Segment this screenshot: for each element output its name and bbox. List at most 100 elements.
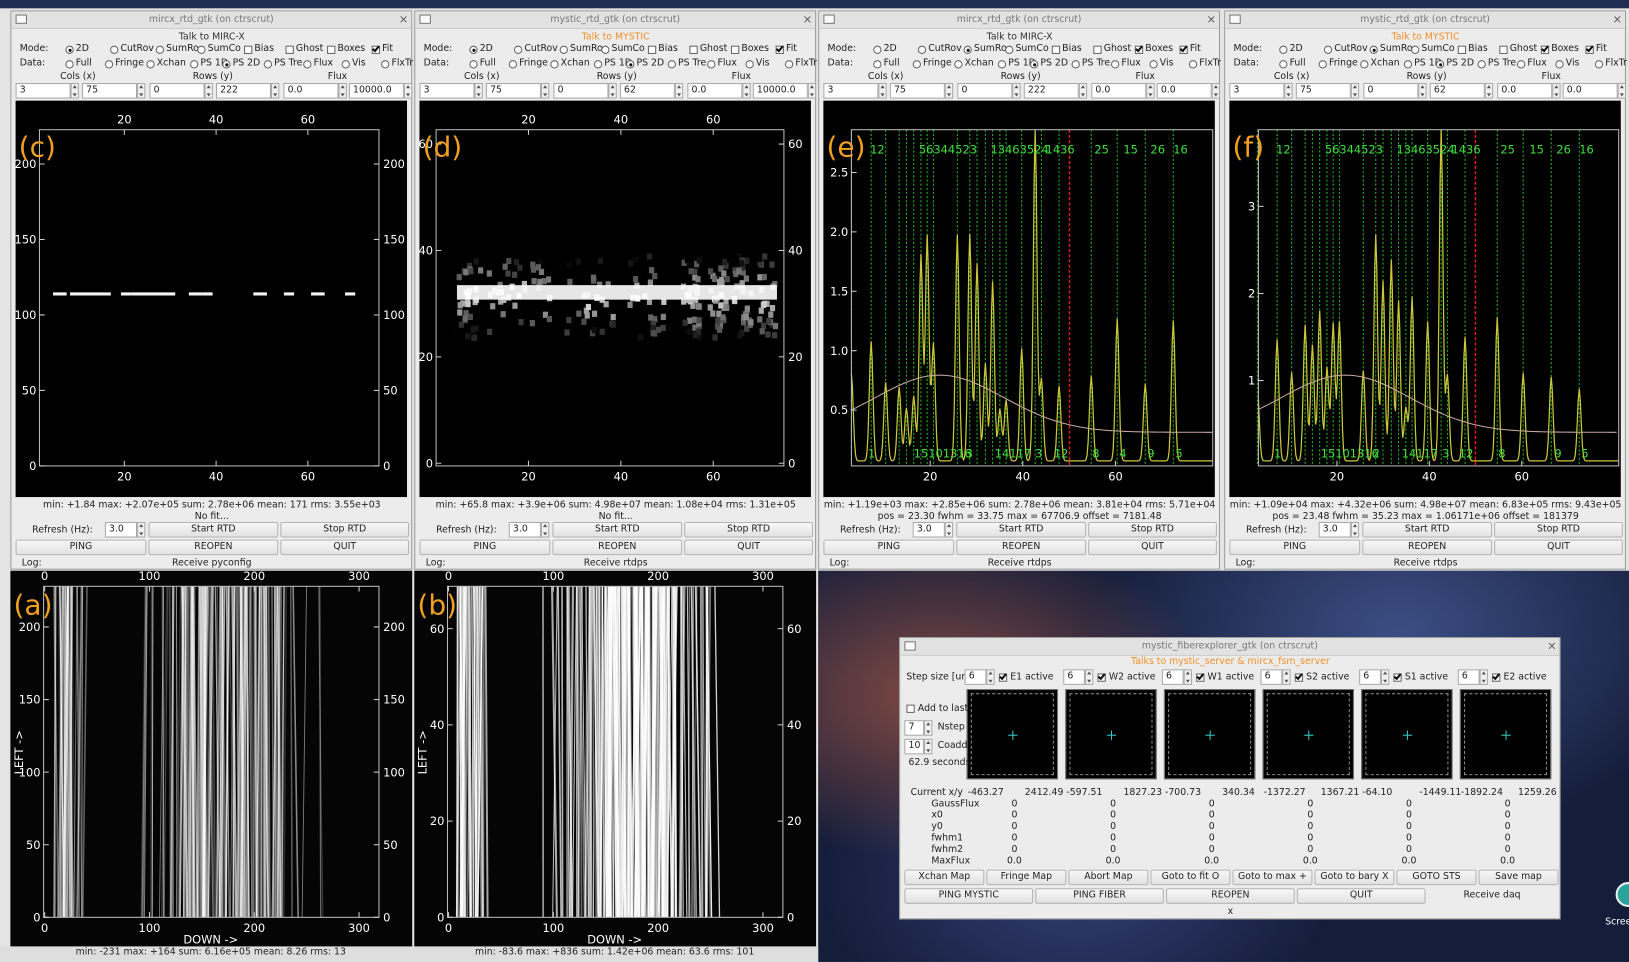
field-input[interactable]: 0.0 [1091,83,1146,99]
field-input[interactable]: 0.0 [1157,83,1212,99]
fiber-button[interactable]: PING FIBER [1035,888,1164,904]
spin-button[interactable] [1351,83,1359,99]
refresh-input[interactable]: 3.0 [1319,522,1351,538]
stop-button[interactable]: Stop RTD [684,522,813,538]
radio-button[interactable] [913,60,921,68]
checkbox[interactable] [286,46,294,54]
radio-button[interactable] [1111,60,1119,68]
radio-button[interactable] [954,60,962,68]
spin-button[interactable] [986,669,994,685]
field-input[interactable]: 10000.0 [349,83,404,99]
checkbox[interactable] [1295,673,1303,681]
close-button[interactable]: × [1612,12,1622,25]
radio-button[interactable] [1436,60,1444,68]
radio-button[interactable] [1370,46,1378,54]
radio-button[interactable] [190,60,198,68]
field-input[interactable]: 0 [957,83,1012,99]
step-input[interactable]: 6 [1063,669,1085,685]
field-input[interactable]: 0.0 [687,83,742,99]
field-input[interactable]: 222 [216,83,271,99]
checkbox[interactable] [327,46,335,54]
step-input[interactable]: 6 [1359,669,1381,685]
spin-button[interactable] [1284,83,1292,99]
nstep-input[interactable]: 7 [904,720,924,736]
field-input[interactable]: 75 [890,83,945,99]
start-button[interactable]: Start RTD [148,522,278,538]
spin-button[interactable] [808,83,816,99]
radio-button[interactable] [1189,60,1197,68]
radio-button[interactable] [1279,46,1287,54]
field-input[interactable]: 222 [1024,83,1079,99]
radio-button[interactable] [560,46,568,54]
radio-button[interactable] [550,60,558,68]
radio-button[interactable] [1149,60,1157,68]
reopen-button[interactable]: REOPEN [956,540,1086,556]
radio-button[interactable] [1072,60,1080,68]
spin-button[interactable] [1012,83,1020,99]
radio-button[interactable] [1595,60,1603,68]
field-input[interactable]: 3 [1229,83,1284,99]
checkbox[interactable] [689,46,697,54]
checkbox[interactable] [1499,46,1507,54]
spin-button[interactable] [1212,83,1220,99]
checkbox[interactable] [1180,46,1188,54]
radio-button[interactable] [1555,60,1563,68]
fiber-button[interactable]: Xchan Map [904,870,984,886]
radio-button[interactable] [65,46,73,54]
radio-button[interactable] [146,60,154,68]
radio-button[interactable] [65,60,73,68]
window-menu[interactable] [1229,15,1240,24]
window-menu[interactable] [16,15,27,24]
field-input[interactable]: 3 [16,83,71,99]
checkbox[interactable] [731,46,739,54]
fiber-button[interactable]: Goto to fit O [1150,870,1230,886]
spin-button[interactable] [1480,669,1488,685]
quit-button[interactable]: QUIT [1088,540,1217,556]
radio-button[interactable] [514,46,522,54]
checkbox[interactable] [244,46,252,54]
checkbox[interactable] [1135,46,1143,54]
checkbox[interactable] [1052,46,1060,54]
fiber-button[interactable]: GOTO STS [1397,870,1477,886]
field-input[interactable]: 0 [1363,83,1418,99]
spin-button[interactable] [1418,83,1426,99]
radio-button[interactable] [707,60,715,68]
quit-button[interactable]: QUIT [1494,540,1623,556]
field-input[interactable]: 62 [1430,83,1485,99]
radio-button[interactable] [1478,60,1486,68]
close-button[interactable]: × [399,12,409,25]
ping-button[interactable]: PING [16,540,147,556]
checkbox[interactable] [1093,46,1101,54]
checkbox[interactable] [1492,673,1500,681]
field-input[interactable]: 75 [1296,83,1351,99]
radio-button[interactable] [156,46,164,54]
spin-button[interactable] [1381,669,1389,685]
spin-button[interactable] [742,83,750,99]
fiber-button[interactable]: Goto to max + [1232,870,1312,886]
spin-button[interactable] [924,720,932,736]
spin-button[interactable] [945,83,953,99]
spin-button[interactable] [945,522,953,538]
fiber-button[interactable]: Goto to bary X [1314,870,1394,886]
spin-button[interactable] [137,522,145,538]
radio-button[interactable] [264,60,272,68]
fiber-button[interactable]: REOPEN [1166,888,1295,904]
radio-button[interactable] [1360,60,1368,68]
fiber-button[interactable]: Fringe Map [986,870,1066,886]
checkbox[interactable] [372,46,380,54]
field-input[interactable]: 0.0 [283,83,338,99]
field-input[interactable]: 0.0 [1497,83,1552,99]
step-input[interactable]: 6 [1260,669,1282,685]
radio-button[interactable] [1404,60,1412,68]
radio-button[interactable] [381,60,389,68]
radio-button[interactable] [601,46,609,54]
radio-button[interactable] [469,60,477,68]
checkbox[interactable] [1196,673,1204,681]
checkbox[interactable] [1097,673,1105,681]
radio-button[interactable] [998,60,1006,68]
refresh-input[interactable]: 3.0 [509,522,541,538]
spin-button[interactable] [1351,522,1359,538]
radio-button[interactable] [1517,60,1525,68]
field-input[interactable]: 10000.0 [753,83,808,99]
quit-button[interactable]: QUIT [280,540,409,556]
